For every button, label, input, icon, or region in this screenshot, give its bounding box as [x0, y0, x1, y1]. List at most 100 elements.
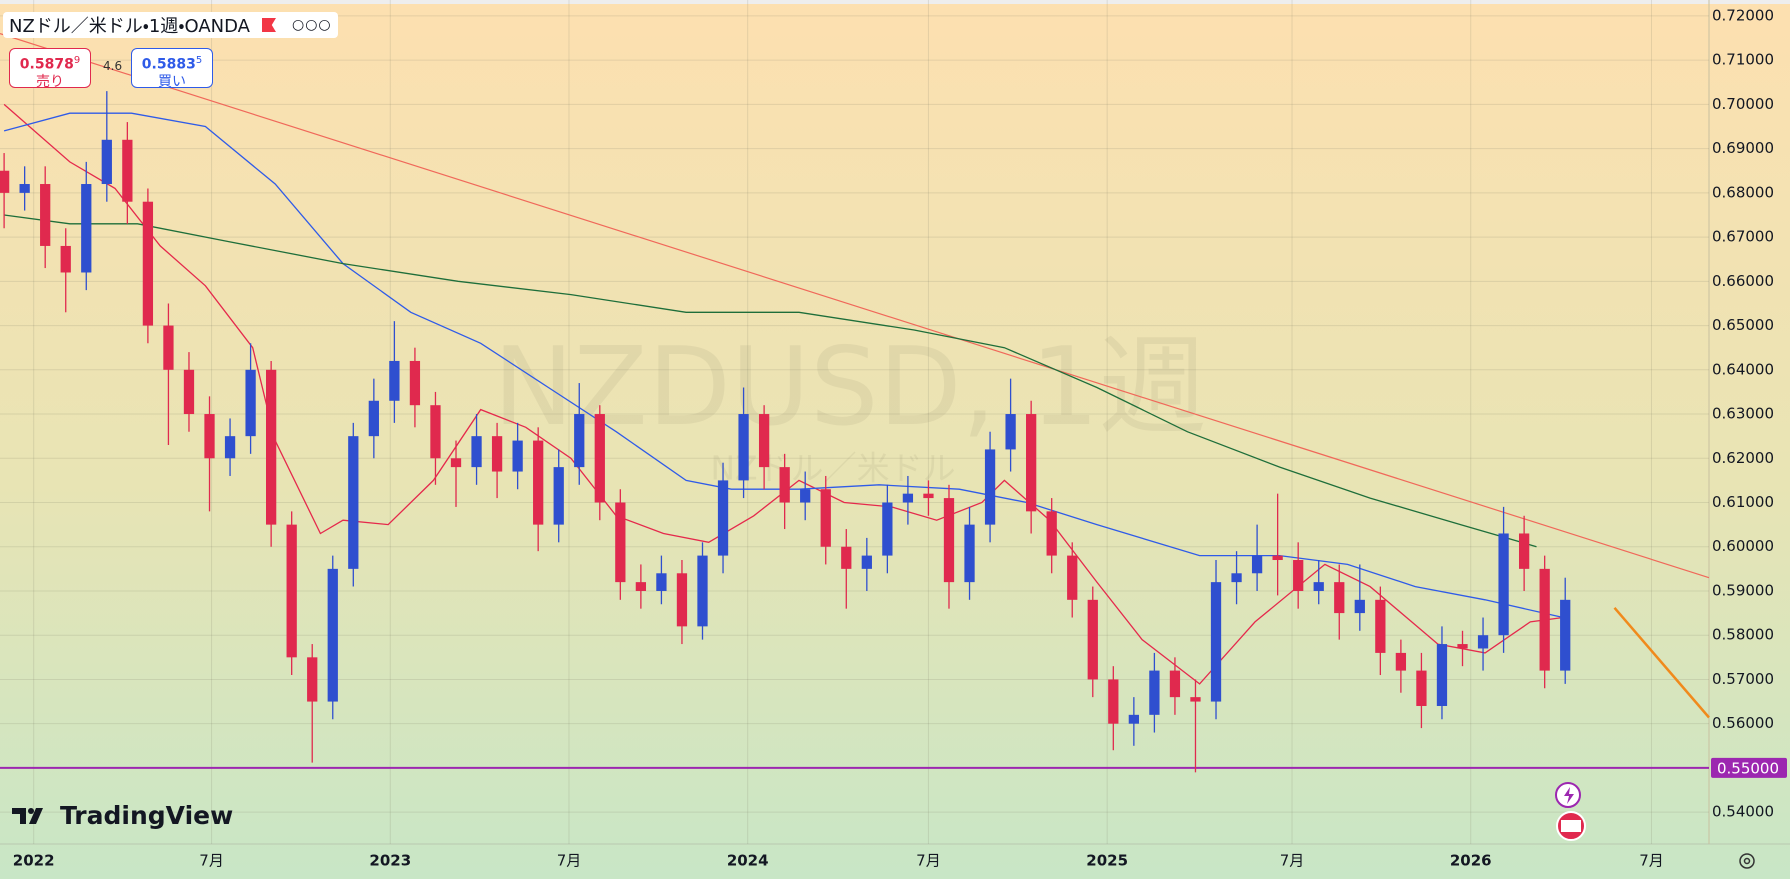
lightning-glyph [1564, 787, 1574, 804]
candle-body [1067, 555, 1078, 600]
price-label-box [1711, 757, 1787, 778]
y-tick-label: 0.56000 [1712, 714, 1774, 732]
candle-body [615, 502, 626, 583]
x-tick-label: 2026 [1450, 852, 1492, 870]
candle-body [1087, 599, 1098, 680]
x-tick-label: 2022 [13, 852, 55, 870]
candle-body [183, 369, 195, 415]
logo-text: TradingView [60, 801, 234, 830]
flag-icon [261, 18, 276, 32]
x-tick-label: 2025 [1086, 852, 1128, 870]
y-tick-label: 0.64000 [1712, 360, 1774, 378]
candle-body [1313, 582, 1324, 591]
candle-body [697, 555, 708, 627]
candle-body [204, 414, 215, 459]
trend-line [1613, 606, 1710, 719]
logo[interactable]: TradingView [12, 801, 233, 830]
candle-body [266, 369, 277, 525]
candle-body [1293, 560, 1304, 591]
candle-body [800, 489, 811, 503]
y-tick-label: 0.65000 [1712, 316, 1774, 334]
x-tick-label: 7月 [1280, 852, 1305, 870]
more-icon[interactable]: ○○○ [291, 17, 332, 33]
candle-body [779, 467, 790, 503]
candle-body [902, 493, 914, 503]
candle-body [676, 573, 688, 627]
candle-body [163, 325, 174, 370]
candle-body [635, 582, 647, 591]
sell-price: 0.5878 [19, 56, 74, 73]
candle-body [1477, 635, 1489, 649]
candle-body [122, 139, 133, 202]
candle-body [738, 414, 749, 481]
candle-body [1354, 599, 1365, 614]
y-tick-label: 0.60000 [1712, 537, 1774, 555]
candle-body [409, 360, 421, 406]
y-tick-label: 0.67000 [1712, 228, 1774, 246]
candle-body [1518, 533, 1530, 569]
buy-price: 0.5883 [141, 56, 196, 73]
candle-body [1395, 652, 1407, 671]
sell-label: 売り [36, 73, 64, 90]
candle-body [1560, 599, 1571, 671]
candle-body [1190, 697, 1201, 702]
candle-body [882, 502, 893, 556]
candle-body [512, 440, 523, 472]
top-border [0, 0, 1790, 4]
candle-body [964, 524, 975, 583]
x-tick-label: 2023 [369, 852, 411, 870]
candle-body [1498, 533, 1509, 636]
x-tick-label: 7月 [557, 852, 582, 870]
watermark-subtitle: NZドル／米ドル [710, 449, 955, 488]
symbol-header[interactable]: NZドル／米ドル・1週・OANDA ○○○ [3, 12, 338, 38]
settings-icon-center [1743, 857, 1751, 865]
candle-body [553, 467, 564, 525]
candle-body [1169, 670, 1181, 698]
candle-body [1026, 414, 1037, 512]
y-tick-label: 0.66000 [1712, 272, 1774, 290]
y-tick-label: 0.63000 [1712, 405, 1774, 423]
candle-body [574, 414, 585, 468]
candle-body [656, 573, 667, 591]
candle-body [327, 568, 338, 702]
candles [0, 91, 1571, 773]
candle-body [1334, 582, 1345, 614]
candle-body [142, 201, 154, 326]
candle-body [286, 524, 297, 658]
x-tick-label: 7月 [916, 852, 941, 870]
candle-body [0, 170, 10, 193]
candle-body [348, 436, 359, 569]
candle-body [40, 184, 51, 246]
moving-average [4, 214, 1537, 548]
trend-line [0, 33, 1710, 579]
x-tick-label: 2024 [727, 852, 769, 870]
y-tick-label: 0.68000 [1712, 183, 1774, 201]
candle-body [491, 436, 503, 472]
candle-body [101, 139, 112, 185]
candle-body [1251, 555, 1263, 574]
buy-button[interactable]: 0.58835 買い [131, 48, 213, 90]
buy-label: 買い [158, 73, 186, 90]
candle-body [1457, 644, 1468, 649]
settings-icon[interactable] [1739, 853, 1755, 869]
moving-average [3, 112, 1564, 619]
candle-body [861, 555, 872, 569]
candle-body [19, 184, 30, 193]
candle-body [533, 440, 544, 525]
sell-button[interactable]: 0.58789 売り [9, 48, 91, 90]
candle-body [1210, 582, 1222, 702]
candle-body [758, 414, 770, 468]
y-tick-label: 0.61000 [1712, 493, 1774, 511]
symbol-title: NZドル／米ドル・1週・OANDA [9, 16, 250, 37]
candle-body [1231, 573, 1242, 583]
candle-body [224, 436, 236, 459]
y-tick-label: 0.71000 [1712, 51, 1774, 69]
candle-body [984, 449, 996, 525]
candle-body [943, 498, 955, 583]
candle-body [820, 489, 831, 547]
candle-body [1046, 511, 1057, 556]
candle-body [389, 360, 400, 401]
